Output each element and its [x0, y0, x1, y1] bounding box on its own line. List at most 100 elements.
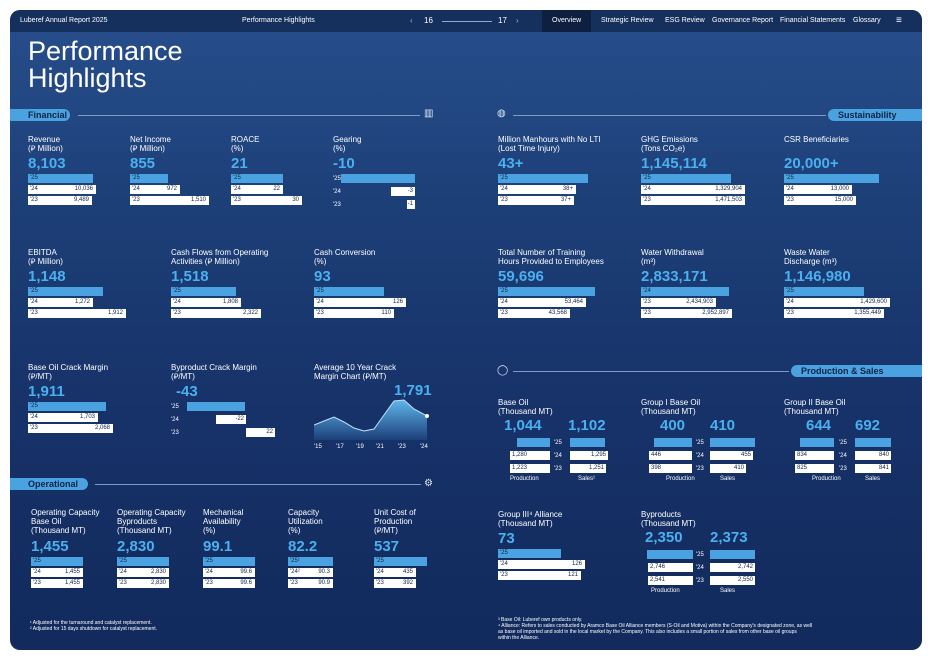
value-2023: 1,510: [190, 197, 206, 203]
kpi-value: 1,911: [28, 383, 65, 400]
year-label: '24: [696, 453, 704, 459]
bar-2025: '24: [641, 287, 729, 296]
bar-2024: '24 13,000: [784, 185, 852, 194]
value-2023: 2,952,897: [702, 310, 729, 316]
bar-2023: '23 1,510: [130, 196, 209, 205]
kpi-label: Waste Water Discharge (m³): [784, 248, 837, 266]
value-2023: 392: [402, 580, 413, 586]
bar-2024: '24 53,464: [498, 298, 586, 307]
kpi-label: Group III⁴ Alliance (Thousand MT): [498, 510, 563, 528]
bar-2025: '25: [31, 557, 83, 566]
value-2023: 110: [381, 310, 391, 316]
kpi-label: Capacity Utilization (%): [288, 508, 323, 535]
bar-2025: '25: [203, 557, 255, 566]
kpi-value: 8,103: [28, 155, 66, 172]
year-label: '23: [786, 310, 794, 316]
year-label: '23: [376, 580, 384, 586]
sales-2024: 455: [710, 451, 753, 460]
year-label: '24²: [290, 569, 300, 575]
tick-label: '19: [356, 444, 364, 450]
kpi-label: Mechanical Availability (%): [203, 508, 244, 535]
value-2024: 435: [402, 569, 413, 575]
value-2023: 2,322: [242, 310, 258, 316]
kpi-value: 59,696: [498, 268, 544, 285]
kpi-value: 20,000+: [784, 155, 839, 172]
kpi-label: Revenue (⃁ Million): [28, 135, 63, 153]
year-label: '24: [33, 569, 41, 575]
year-label: '23: [132, 197, 140, 203]
footnotes-left: ¹ Adjusted for the turnaround and cataly…: [30, 620, 158, 632]
sales-2023: 410: [710, 464, 746, 473]
bar-2025: '25: [28, 174, 93, 183]
value-2024: 53,464: [564, 299, 583, 305]
sales-2023: 841: [855, 464, 891, 473]
sales-value: 410: [710, 417, 736, 434]
kpi-value: 1,145,114: [641, 155, 707, 172]
bar-2023: '23 43,568: [498, 309, 570, 318]
value-2023: 22: [246, 428, 275, 437]
bar-2023: '23 37+: [498, 196, 574, 205]
year-label: '23: [30, 310, 38, 316]
year-label: '24: [173, 299, 181, 305]
kpi-value: 43+: [498, 155, 524, 172]
avg-chart-endpoint: [425, 414, 429, 418]
prev-page-icon[interactable]: ‹: [410, 16, 413, 25]
menu-icon[interactable]: ≡: [896, 15, 902, 26]
nav-strategic-review[interactable]: Strategic Review: [601, 17, 654, 24]
kpi-label: Operating Capacity Byproducts (Thousand …: [117, 508, 186, 535]
bar-2024: '24 435: [374, 568, 416, 577]
year-label: '23: [500, 197, 508, 203]
nav-esg-review[interactable]: ESG Review: [665, 17, 705, 24]
bar-2025-sales: [570, 438, 605, 447]
year-label: '24: [316, 299, 324, 305]
value-2023: 43,568: [548, 310, 567, 316]
bar-2023: '23 392: [374, 579, 416, 588]
kpi-value: 855: [130, 155, 156, 172]
kpi-label: Byproduct Crack Margin (⃁/MT): [171, 363, 257, 381]
report-spread: Luberef Annual Report 2025 Performance H…: [10, 10, 922, 650]
production-2023: 825: [795, 464, 834, 473]
bar-2025-production: [654, 438, 692, 447]
year-label: '24: [554, 453, 562, 459]
kpi-value: 1,146,980: [784, 268, 851, 285]
value-2024: -22: [216, 415, 246, 424]
year-label: '23: [316, 310, 324, 316]
kpi-value: -43: [176, 383, 198, 400]
avg-chart-label: Average 10 Year Crack Margin Chart (⃁/MT…: [314, 363, 397, 381]
year-label: '24: [786, 299, 794, 305]
year-label: '23: [290, 580, 298, 586]
bar-2025: '25: [498, 174, 588, 183]
production-value: 400: [660, 417, 686, 434]
value-2024: 1,329,904: [715, 186, 742, 192]
bar-2025: '25: [374, 557, 427, 566]
bar-2024: '24 972: [130, 185, 180, 194]
year-label: '24: [500, 186, 508, 192]
sales-2024: 2,742: [710, 563, 755, 572]
production-2024: 446: [649, 451, 692, 460]
bar-2025: '25: [171, 287, 236, 296]
next-page-icon[interactable]: ›: [516, 16, 519, 25]
prod-label: Group II Base Oil (Thousand MT): [784, 398, 846, 416]
nav-governance-report[interactable]: Governance Report: [712, 17, 774, 24]
bar-2025-sales: [710, 550, 755, 559]
divider: [78, 115, 420, 116]
tick-label: '23: [398, 444, 406, 450]
bar-2025-production: [800, 438, 834, 447]
bar-2025: [341, 174, 415, 183]
sales-value: 692: [855, 417, 881, 434]
nav-glossary[interactable]: Glossary: [853, 17, 881, 24]
sales-2023: 2,550: [710, 576, 755, 585]
nav-financial-statements[interactable]: Financial Statements: [780, 17, 846, 24]
bar-2025: '25: [28, 287, 103, 296]
bar-2023: '23 9,489: [28, 196, 92, 205]
kpi-label: Operating Capacity Base Oil (Thousand MT…: [31, 508, 100, 535]
bar-2024: '24 1,703: [28, 413, 98, 422]
year-label: '23: [500, 310, 508, 316]
nav-overview[interactable]: Overview: [542, 10, 592, 32]
gear-icon: ⚙: [424, 478, 433, 489]
year-label: '24: [786, 186, 794, 192]
bar-2023: '23 90.9: [288, 579, 333, 588]
page-left: 16: [424, 16, 433, 25]
value-2024: 1,429,600: [860, 299, 887, 305]
kpi-label: Gearing (%): [333, 135, 362, 153]
